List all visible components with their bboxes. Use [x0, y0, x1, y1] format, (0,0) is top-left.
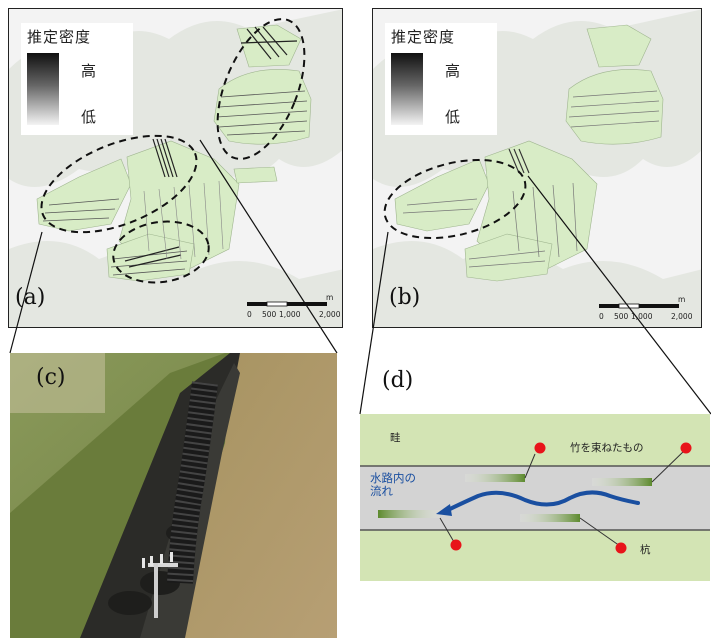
- scale-tick-2000: 2,000: [671, 312, 693, 321]
- legend-low-label: 低: [81, 108, 97, 126]
- scale-tick-500: 500: [262, 310, 277, 319]
- paddy-fields-b: [394, 24, 664, 282]
- scale-unit: m: [678, 295, 686, 304]
- highlight-ellipse-b: [383, 158, 527, 240]
- density-gradient: [391, 53, 423, 125]
- scale-tick-500: 500: [614, 312, 629, 321]
- density-legend-a: 推定密度 高 低: [21, 23, 133, 135]
- legend-low-label: 低: [445, 108, 461, 126]
- corrugated-pipe: [167, 381, 218, 584]
- bundle-label: 竹を束ねたもの: [570, 442, 644, 454]
- flow-label-line2: 流れ: [370, 484, 393, 498]
- density-gradient: [27, 53, 59, 125]
- bamboo-bundle-icon: [378, 474, 652, 522]
- scale-tick-2000: 2,000: [319, 310, 341, 319]
- legend-high-label: 高: [445, 62, 461, 80]
- red-circle-icon: [450, 442, 692, 554]
- flow-label: 水路内の 流れ: [370, 472, 416, 498]
- legend-title: 推定密度: [27, 28, 92, 46]
- map-panel-b: 推定密度 高 低 (b) m 0 500 1,000 2,000: [372, 8, 702, 328]
- scale-unit: m: [326, 293, 334, 302]
- flow-label-line1: 水路内の: [370, 471, 416, 485]
- wavy-arrow-icon: [436, 490, 640, 516]
- canal-schematic: 畦 竹を束ねたもの 水路内の 流れ 杭: [360, 414, 710, 581]
- stake-label: 杭: [640, 544, 651, 556]
- panel-label-c: (c): [36, 365, 66, 390]
- density-legend-b: 推定密度 高 低: [385, 23, 497, 135]
- legend-title: 推定密度: [391, 28, 456, 46]
- panel-label-a: (a): [15, 285, 46, 310]
- highlight-ellipses-a: [40, 18, 306, 284]
- scale-tick-1000: 1,000: [279, 310, 301, 319]
- scale-tick-1000: 1,000: [631, 312, 653, 321]
- ridge-label: 畦: [390, 432, 401, 444]
- map-panel-a: 推定密度 高 低 (a) m 0 500 1,000 2,000: [8, 8, 343, 328]
- canal-photo: [10, 353, 337, 638]
- scale-tick-0: 0: [599, 312, 604, 321]
- scale-tick-0: 0: [247, 310, 252, 319]
- panel-label-b: (b): [389, 285, 421, 310]
- legend-high-label: 高: [81, 62, 97, 80]
- density-lines-a: [42, 90, 308, 276]
- panel-label-d: (d): [382, 368, 414, 393]
